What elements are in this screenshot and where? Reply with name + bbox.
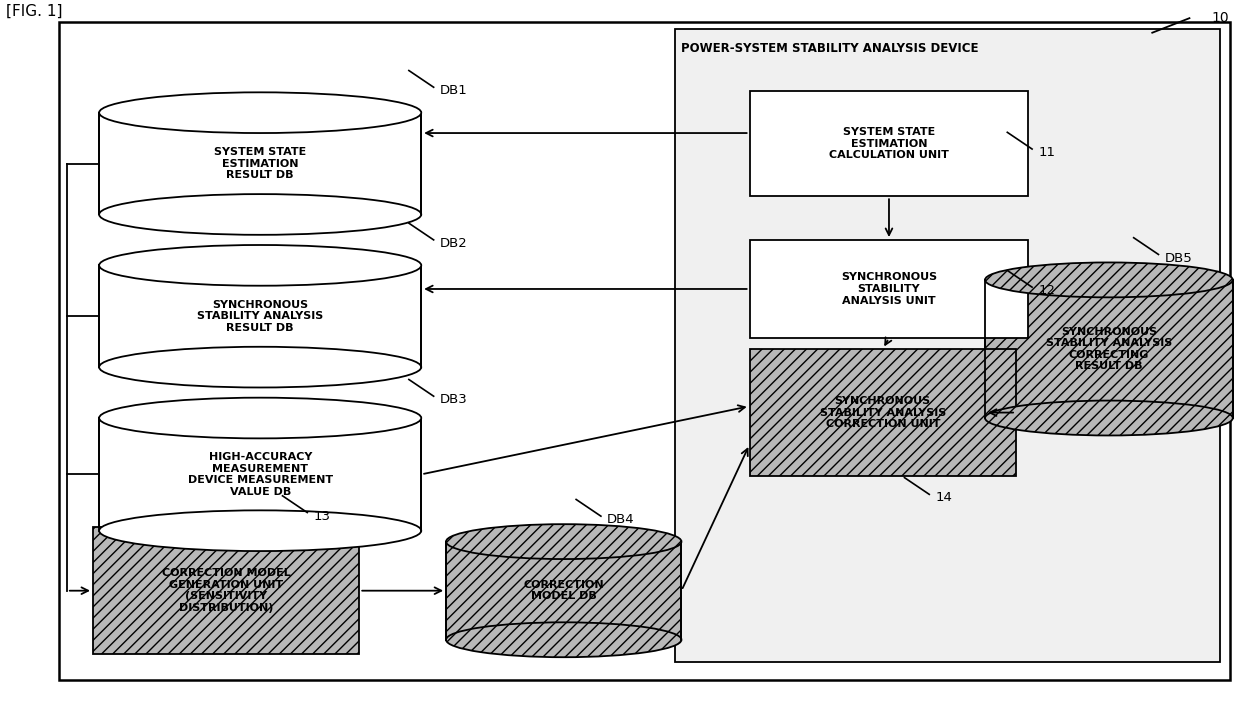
Text: SYNCHRONOUS
STABILITY
ANALYSIS UNIT: SYNCHRONOUS STABILITY ANALYSIS UNIT [841,273,937,305]
Text: [FIG. 1]: [FIG. 1] [6,4,63,19]
Bar [750,240,1028,338]
Bar [99,418,421,531]
Text: SYNCHRONOUS
STABILITY ANALYSIS
CORRECTING
RESULT DB: SYNCHRONOUS STABILITY ANALYSIS CORRECTIN… [1046,326,1172,371]
Bar [93,527,359,654]
Text: 13: 13 [313,510,331,523]
Text: 14: 14 [935,491,953,505]
Bar [750,91,1028,196]
Text: 12: 12 [1038,284,1056,297]
Text: DB3: DB3 [440,393,467,406]
Text: SYSTEM STATE
ESTIMATION
RESULT DB: SYSTEM STATE ESTIMATION RESULT DB [214,147,306,180]
Text: CORRECTION
MODEL DB: CORRECTION MODEL DB [523,580,605,601]
Ellipse shape [985,401,1233,435]
Text: 10: 10 [1212,11,1229,25]
Text: SYNCHRONOUS
STABILITY ANALYSIS
CORRECTION UNIT: SYNCHRONOUS STABILITY ANALYSIS CORRECTIO… [820,396,945,429]
Text: DB1: DB1 [440,84,467,97]
Bar [446,542,681,640]
Bar [99,113,421,214]
Text: POWER-SYSTEM STABILITY ANALYSIS DEVICE: POWER-SYSTEM STABILITY ANALYSIS DEVICE [681,42,979,55]
Text: SYNCHRONOUS
STABILITY ANALYSIS
RESULT DB: SYNCHRONOUS STABILITY ANALYSIS RESULT DB [197,300,323,333]
Ellipse shape [446,622,681,657]
Ellipse shape [446,524,681,559]
Text: CORRECTION MODEL
GENERATION UNIT
(SENSITIVITY
DISTRIBUTION): CORRECTION MODEL GENERATION UNIT (SENSIT… [162,569,290,613]
Text: 11: 11 [1038,146,1056,159]
Ellipse shape [99,347,421,387]
Bar [99,265,421,367]
Text: DB4: DB4 [607,513,634,526]
Text: DB5: DB5 [1165,252,1192,265]
Ellipse shape [99,92,421,133]
Text: SYSTEM STATE
ESTIMATION
CALCULATION UNIT: SYSTEM STATE ESTIMATION CALCULATION UNIT [829,127,949,160]
Ellipse shape [99,510,421,551]
Ellipse shape [99,194,421,235]
Bar [750,349,1016,476]
Text: DB2: DB2 [440,237,467,250]
Ellipse shape [985,262,1233,297]
Ellipse shape [99,398,421,438]
Ellipse shape [99,245,421,286]
Text: HIGH-ACCURACY
MEASUREMENT
DEVICE MEASUREMENT
VALUE DB: HIGH-ACCURACY MEASUREMENT DEVICE MEASURE… [187,452,333,497]
Bar [675,29,1220,662]
Bar [985,280,1233,418]
